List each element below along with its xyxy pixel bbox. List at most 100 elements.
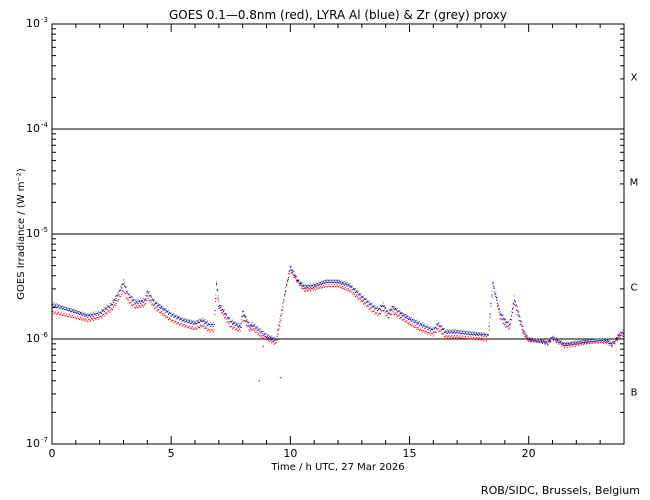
data-point [146, 290, 148, 292]
data-point [137, 303, 139, 305]
data-point [122, 283, 124, 285]
data-point [561, 343, 563, 345]
data-point [276, 339, 278, 341]
data-point [153, 308, 156, 310]
data-point [441, 333, 443, 335]
data-point [468, 333, 470, 335]
data-point [223, 317, 225, 319]
data-point [527, 339, 529, 341]
data-point [413, 318, 415, 320]
data-point [102, 313, 104, 316]
data-point [375, 312, 377, 314]
data-point [72, 309, 74, 311]
data-point [588, 341, 590, 343]
data-point [162, 309, 164, 311]
data-point [288, 270, 290, 272]
data-point [584, 343, 586, 345]
data-point [85, 314, 87, 316]
data-point [544, 343, 546, 345]
data-point [359, 298, 361, 300]
data-point [398, 315, 400, 317]
data-point [535, 340, 537, 342]
data-point [406, 315, 408, 317]
data-point [379, 313, 382, 315]
data-point [545, 340, 547, 343]
data-point [605, 342, 607, 344]
data-point [134, 299, 137, 301]
data-point [259, 328, 261, 330]
data-point [96, 316, 98, 319]
data-point [465, 337, 467, 339]
data-point [262, 333, 264, 335]
data-point [158, 309, 160, 311]
data-point [537, 340, 539, 342]
data-point [305, 290, 307, 292]
data-point [483, 335, 485, 337]
data-point [568, 343, 570, 345]
data-point [607, 342, 609, 344]
data-point [171, 314, 173, 316]
data-point [419, 321, 421, 323]
data-point [282, 302, 284, 304]
data-point [401, 319, 403, 321]
data-point [585, 343, 588, 345]
data-point [308, 288, 310, 290]
data-point [126, 298, 128, 300]
data-point [131, 304, 133, 306]
data-point [254, 328, 256, 330]
data-point [87, 313, 89, 315]
data-point [140, 306, 142, 309]
data-point [167, 316, 169, 318]
data-point [84, 315, 86, 317]
data-point [527, 337, 529, 339]
data-point [302, 288, 304, 290]
data-point [245, 316, 247, 318]
data-point [586, 341, 588, 343]
data-point [573, 344, 575, 346]
data-point [180, 323, 182, 325]
data-point [476, 332, 478, 334]
data-point [114, 299, 116, 301]
data-point [544, 342, 546, 344]
data-point [571, 343, 573, 345]
data-point [597, 338, 599, 340]
data-point [530, 338, 532, 340]
data-point [582, 340, 584, 342]
data-point [306, 286, 308, 288]
data-point [108, 310, 110, 312]
data-point [232, 327, 234, 329]
data-point [347, 288, 349, 290]
data-point [553, 338, 555, 340]
data-point [327, 285, 329, 287]
data-point [536, 338, 538, 340]
data-point [112, 306, 114, 308]
data-point [383, 305, 385, 307]
data-point [588, 343, 590, 345]
data-point [63, 306, 65, 308]
data-point [531, 340, 533, 342]
data-point [394, 305, 396, 308]
data-point [207, 320, 209, 322]
data-point [475, 333, 478, 335]
data-point [183, 324, 185, 326]
data-point [540, 339, 543, 341]
data-point [134, 298, 136, 301]
data-point [259, 334, 261, 336]
data-point [617, 336, 619, 338]
data-point [598, 340, 600, 342]
data-point [287, 279, 290, 281]
data-point [170, 311, 172, 313]
data-point [79, 318, 81, 321]
data-point [164, 308, 166, 310]
data-point [505, 322, 507, 324]
data-point [293, 276, 295, 279]
data-point [298, 284, 300, 286]
data-point [247, 322, 249, 324]
data-point [407, 315, 409, 317]
data-point [273, 343, 275, 345]
data-point [340, 286, 342, 288]
data-point [496, 299, 498, 301]
data-point [148, 295, 150, 297]
data-point [394, 314, 396, 316]
data-point [196, 328, 198, 330]
